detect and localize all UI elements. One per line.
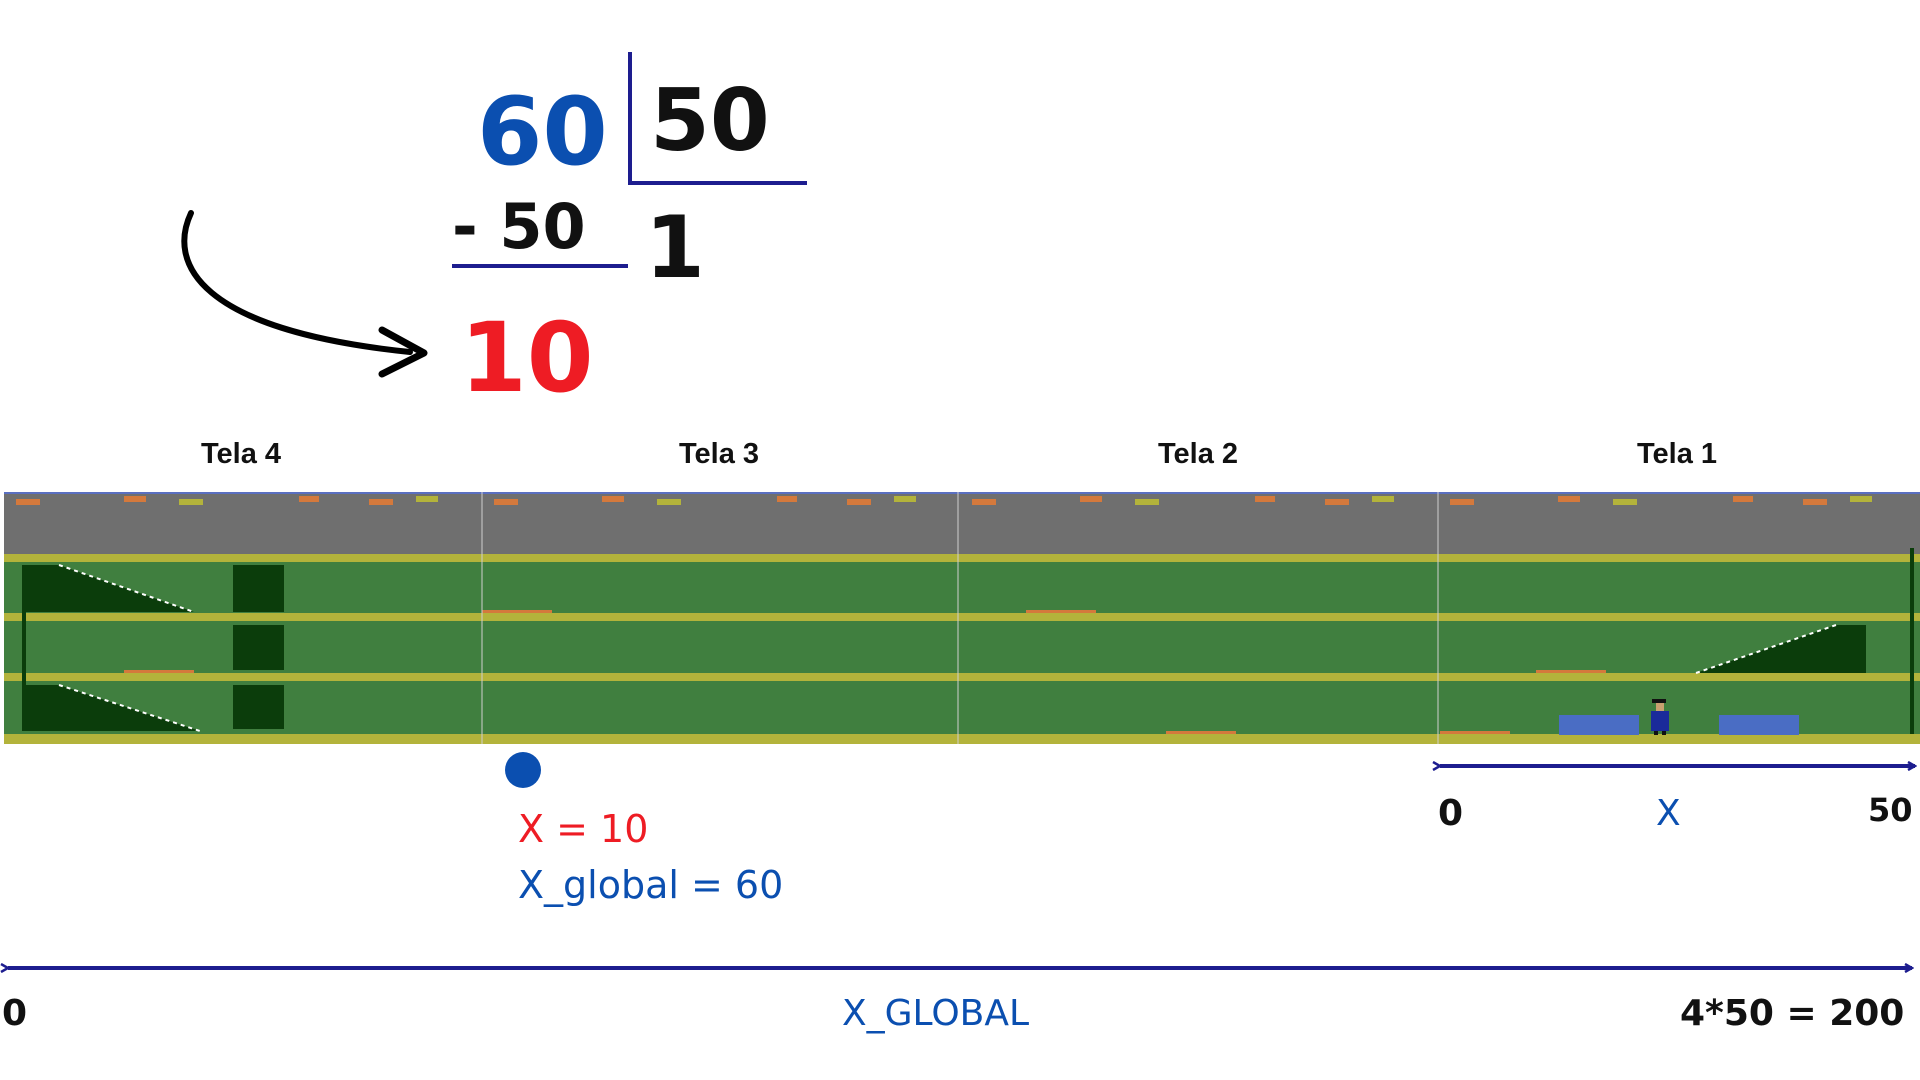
local-axis-label: X <box>1656 796 1681 832</box>
global-axis-label: X_GLOBAL <box>842 996 1029 1032</box>
position-marker-dot <box>505 752 541 788</box>
marker-x-global-label: X_global = 60 <box>518 866 783 904</box>
marker-x-label: X = 10 <box>518 810 648 848</box>
local-axis-start: 0 <box>1438 796 1463 832</box>
global-axis-start: 0 <box>2 996 27 1032</box>
local-axis-end: 50 <box>1868 794 1913 826</box>
global-axis-end: 4*50 = 200 <box>1680 996 1904 1032</box>
